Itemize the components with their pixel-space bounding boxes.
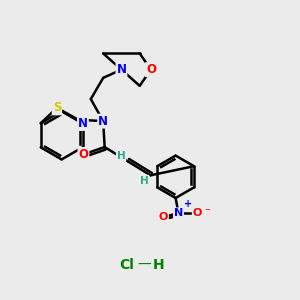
- Text: N: N: [98, 115, 108, 128]
- Text: —: —: [138, 258, 152, 272]
- Text: H: H: [140, 176, 148, 186]
- Text: Cl: Cl: [119, 258, 134, 272]
- Text: ⁻: ⁻: [204, 207, 210, 217]
- Text: N: N: [174, 208, 183, 218]
- Text: N: N: [116, 63, 126, 76]
- Text: O: O: [146, 63, 156, 76]
- Text: H: H: [153, 258, 165, 272]
- Text: O: O: [159, 212, 168, 222]
- Text: +: +: [184, 199, 192, 209]
- Text: N: N: [78, 117, 88, 130]
- Text: S: S: [53, 101, 61, 114]
- Text: H: H: [117, 151, 125, 161]
- Text: O: O: [193, 208, 202, 218]
- Text: O: O: [79, 148, 88, 161]
